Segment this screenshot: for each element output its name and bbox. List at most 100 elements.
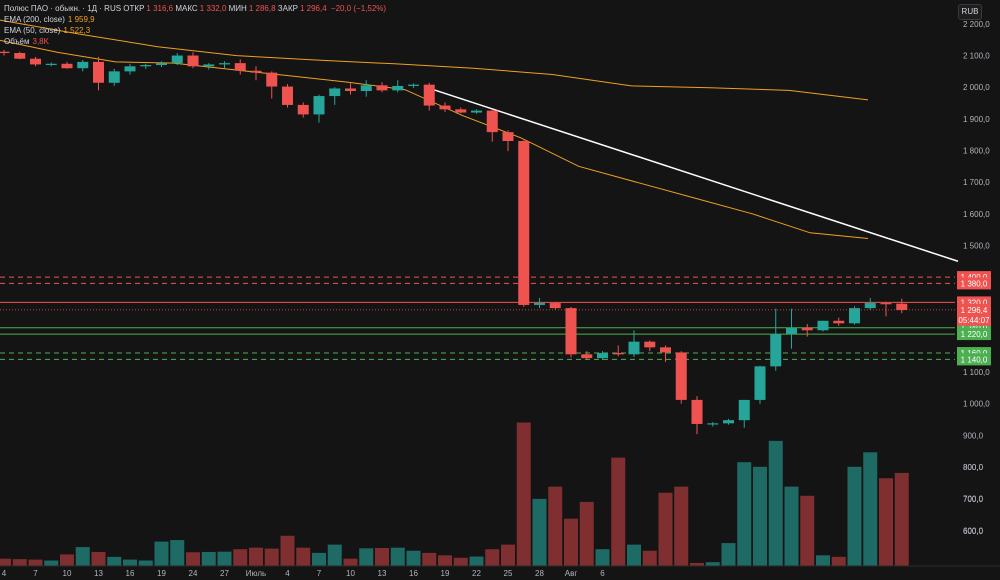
volume-label[interactable]: Объём xyxy=(4,37,30,46)
candle-body xyxy=(691,399,703,424)
volume-bar xyxy=(816,555,830,566)
x-tick-label: 7 xyxy=(317,569,322,578)
candle-body xyxy=(518,141,530,305)
x-tick-label: 10 xyxy=(346,569,355,578)
x-tick-label: 4 xyxy=(2,569,7,578)
volume-bar xyxy=(154,541,169,566)
volume-bar xyxy=(847,466,862,566)
y-tick-label-volume: 700,0 xyxy=(963,495,984,504)
candle-body xyxy=(738,399,750,421)
volume-bar xyxy=(516,422,531,566)
candle-body xyxy=(61,63,73,69)
volume-bar xyxy=(44,560,59,566)
volume-bar xyxy=(579,501,594,566)
candle-body xyxy=(376,85,388,91)
candle-body xyxy=(660,347,671,353)
y-tick-label-volume: 800,0 xyxy=(963,463,984,472)
candle-body xyxy=(770,334,782,367)
volume-bar xyxy=(138,560,153,566)
level-label: 1 320,0 xyxy=(961,298,988,307)
level-label: 1 220,0 xyxy=(961,330,988,339)
high-label: МАКС xyxy=(175,4,198,13)
candle-body xyxy=(801,327,813,331)
candle-body xyxy=(45,63,57,65)
volume-bar xyxy=(453,557,468,566)
volume-bar xyxy=(642,550,657,566)
candle-body xyxy=(754,366,766,400)
volume-bar xyxy=(879,478,893,566)
candle-body xyxy=(644,341,656,348)
symbol-title[interactable]: Полюс ПАО · обыкн. · 1Д · RUS xyxy=(4,4,122,13)
ema200-line xyxy=(0,19,869,101)
x-tick-label: 22 xyxy=(472,569,481,578)
candle-body xyxy=(108,71,120,83)
volume-bar xyxy=(359,548,374,566)
candle-body xyxy=(219,63,230,65)
volume-bar xyxy=(217,551,232,566)
x-tick-label: 24 xyxy=(189,569,198,578)
trendline xyxy=(423,85,959,262)
volume-bar xyxy=(737,462,752,566)
volume-bar xyxy=(438,555,452,566)
candle-body xyxy=(408,84,419,86)
volume-bar xyxy=(863,452,878,566)
close-label: ЗАКР xyxy=(277,4,298,13)
volume-bar xyxy=(264,548,279,566)
currency-button[interactable]: RUB xyxy=(958,4,982,20)
ema200-value: 1 959,9 xyxy=(67,15,95,24)
candle-body xyxy=(30,58,41,65)
x-tick-label: 16 xyxy=(126,569,135,578)
x-tick-label: 10 xyxy=(63,569,72,578)
ema50-value: 1 522,3 xyxy=(63,26,91,35)
volume-bar xyxy=(406,550,421,566)
volume-bar xyxy=(831,556,846,566)
y-tick-label: 1 900,0 xyxy=(963,115,990,124)
level-label: 1 380,0 xyxy=(961,279,988,288)
volume-bar xyxy=(75,547,90,566)
candle-body xyxy=(156,63,167,66)
candle-body xyxy=(565,308,577,355)
volume-bar xyxy=(390,547,405,566)
x-tick-label: Авг xyxy=(565,569,578,578)
volume-bar xyxy=(422,552,437,566)
ema200-label[interactable]: EMA (200, close) xyxy=(4,15,65,24)
candle-body xyxy=(77,61,89,69)
candle-body xyxy=(250,70,262,73)
x-tick-label: 19 xyxy=(157,569,166,578)
x-tick-label: 27 xyxy=(220,569,229,578)
candle-body xyxy=(234,63,246,71)
volume-bar xyxy=(186,552,200,566)
volume-bar xyxy=(690,562,704,566)
candle-body xyxy=(329,88,341,97)
candle-body xyxy=(723,420,734,424)
volume-bar xyxy=(894,472,909,566)
candle-body xyxy=(896,303,908,311)
chart-legend: Полюс ПАО · обыкн. · 1Д · RUS ОТКР 1 316,… xyxy=(4,3,386,47)
y-tick-label: 2 200,0 xyxy=(963,20,990,29)
candle-body xyxy=(707,423,719,425)
candle-body xyxy=(502,132,514,142)
high-value: 1 332,0 xyxy=(199,4,227,13)
volume-bar xyxy=(0,558,11,566)
volume-bar xyxy=(60,554,74,566)
candle-body xyxy=(786,327,797,335)
candle-body xyxy=(392,85,404,91)
volume-bar xyxy=(280,535,295,566)
x-tick-label: 25 xyxy=(504,569,513,578)
ema50-label[interactable]: EMA (50, close) xyxy=(4,26,61,35)
candle-body xyxy=(486,110,498,133)
last-price-tag xyxy=(957,303,991,326)
candle-body xyxy=(439,105,451,110)
volume-bar xyxy=(28,559,43,566)
change-value: −20,0 (−1,52%) xyxy=(330,4,387,13)
candle-body xyxy=(140,65,152,67)
open-label: ОТКР xyxy=(123,4,145,13)
candle-body xyxy=(313,96,325,115)
x-tick-label: Июль xyxy=(246,569,266,578)
volume-bar xyxy=(107,556,122,566)
volume-value: 3,8K xyxy=(32,37,49,46)
candle-body xyxy=(203,64,215,67)
volume-bar xyxy=(123,559,137,566)
volume-bar xyxy=(170,540,185,566)
